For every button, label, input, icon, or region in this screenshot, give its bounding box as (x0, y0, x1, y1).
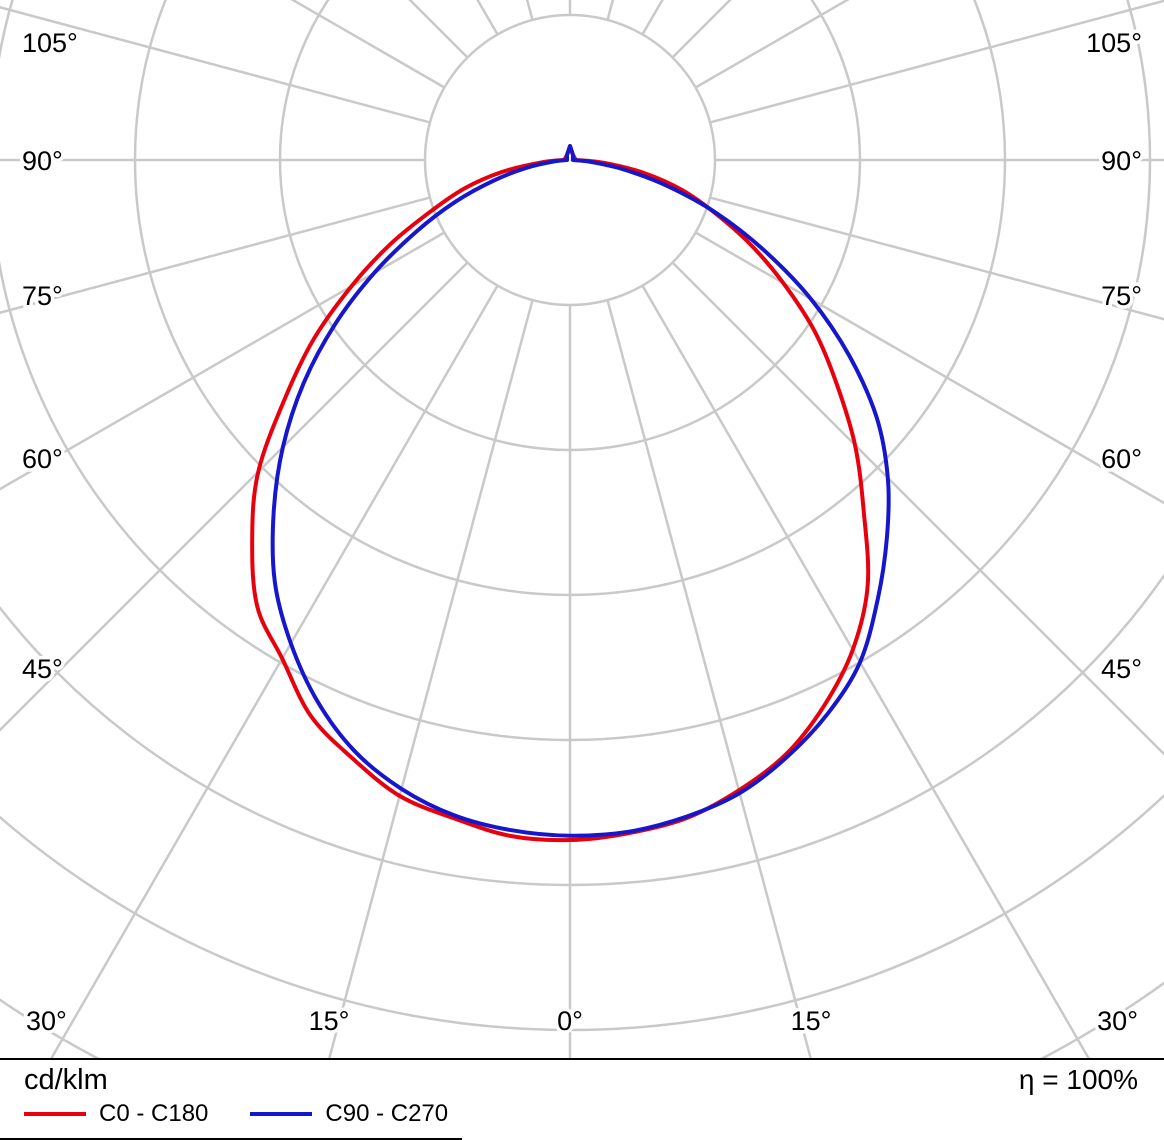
legend: C0 - C180 C90 - C270 (24, 1100, 1138, 1128)
legend-underline (0, 1138, 462, 1140)
angle-label-left-105: 105° (22, 28, 78, 58)
c0-c180-line-sample (24, 1111, 86, 1116)
legend-label-c0-c180: C0 - C180 (99, 1099, 209, 1127)
angle-label-left-45: 45° (22, 654, 63, 684)
angle-label-left-90: 90° (22, 146, 63, 176)
legend-item-c0-c180: C0 - C180 (24, 1100, 208, 1128)
angle-label-right-45: 45° (1101, 654, 1142, 684)
angle-label-left-60: 60° (22, 444, 63, 474)
legend-item-c90-c270: C90 - C270 (250, 1100, 448, 1128)
angle-label-bottom-0: 0° (557, 1006, 583, 1036)
curve-c90-c270 (270, 144, 891, 838)
angle-label-right-30: 30° (1097, 1006, 1138, 1036)
curve-c0-c180 (250, 144, 871, 843)
angle-label-bottom-15: 15° (309, 1006, 350, 1036)
angle-label-right-105: 105° (1086, 28, 1142, 58)
efficiency-label: η = 100% (1018, 1064, 1138, 1095)
angle-labels: 105° 90° 75° 60° 45° 30° 105° 90° 75° 60° 45° 30° 15… (19, 25, 1146, 1040)
angle-label-bottom-15: 15° (791, 1006, 832, 1036)
angle-label-right-90: 90° (1101, 146, 1142, 176)
angle-label-left-30: 30° (26, 1006, 67, 1036)
angle-label-right-60: 60° (1101, 444, 1142, 474)
c90-c270-line-sample (250, 1111, 313, 1116)
angle-label-left-75: 75° (22, 281, 63, 311)
unit-label: cd/klm (24, 1064, 108, 1096)
footer-top-row: cd/klm η = 100% (24, 1064, 1138, 1097)
angle-label-right-75: 75° (1101, 281, 1142, 311)
chart-footer: cd/klm η = 100% C0 - C180 C90 - C270 (0, 1058, 1164, 1140)
legend-label-c90-c270: C90 - C270 (325, 1099, 449, 1127)
